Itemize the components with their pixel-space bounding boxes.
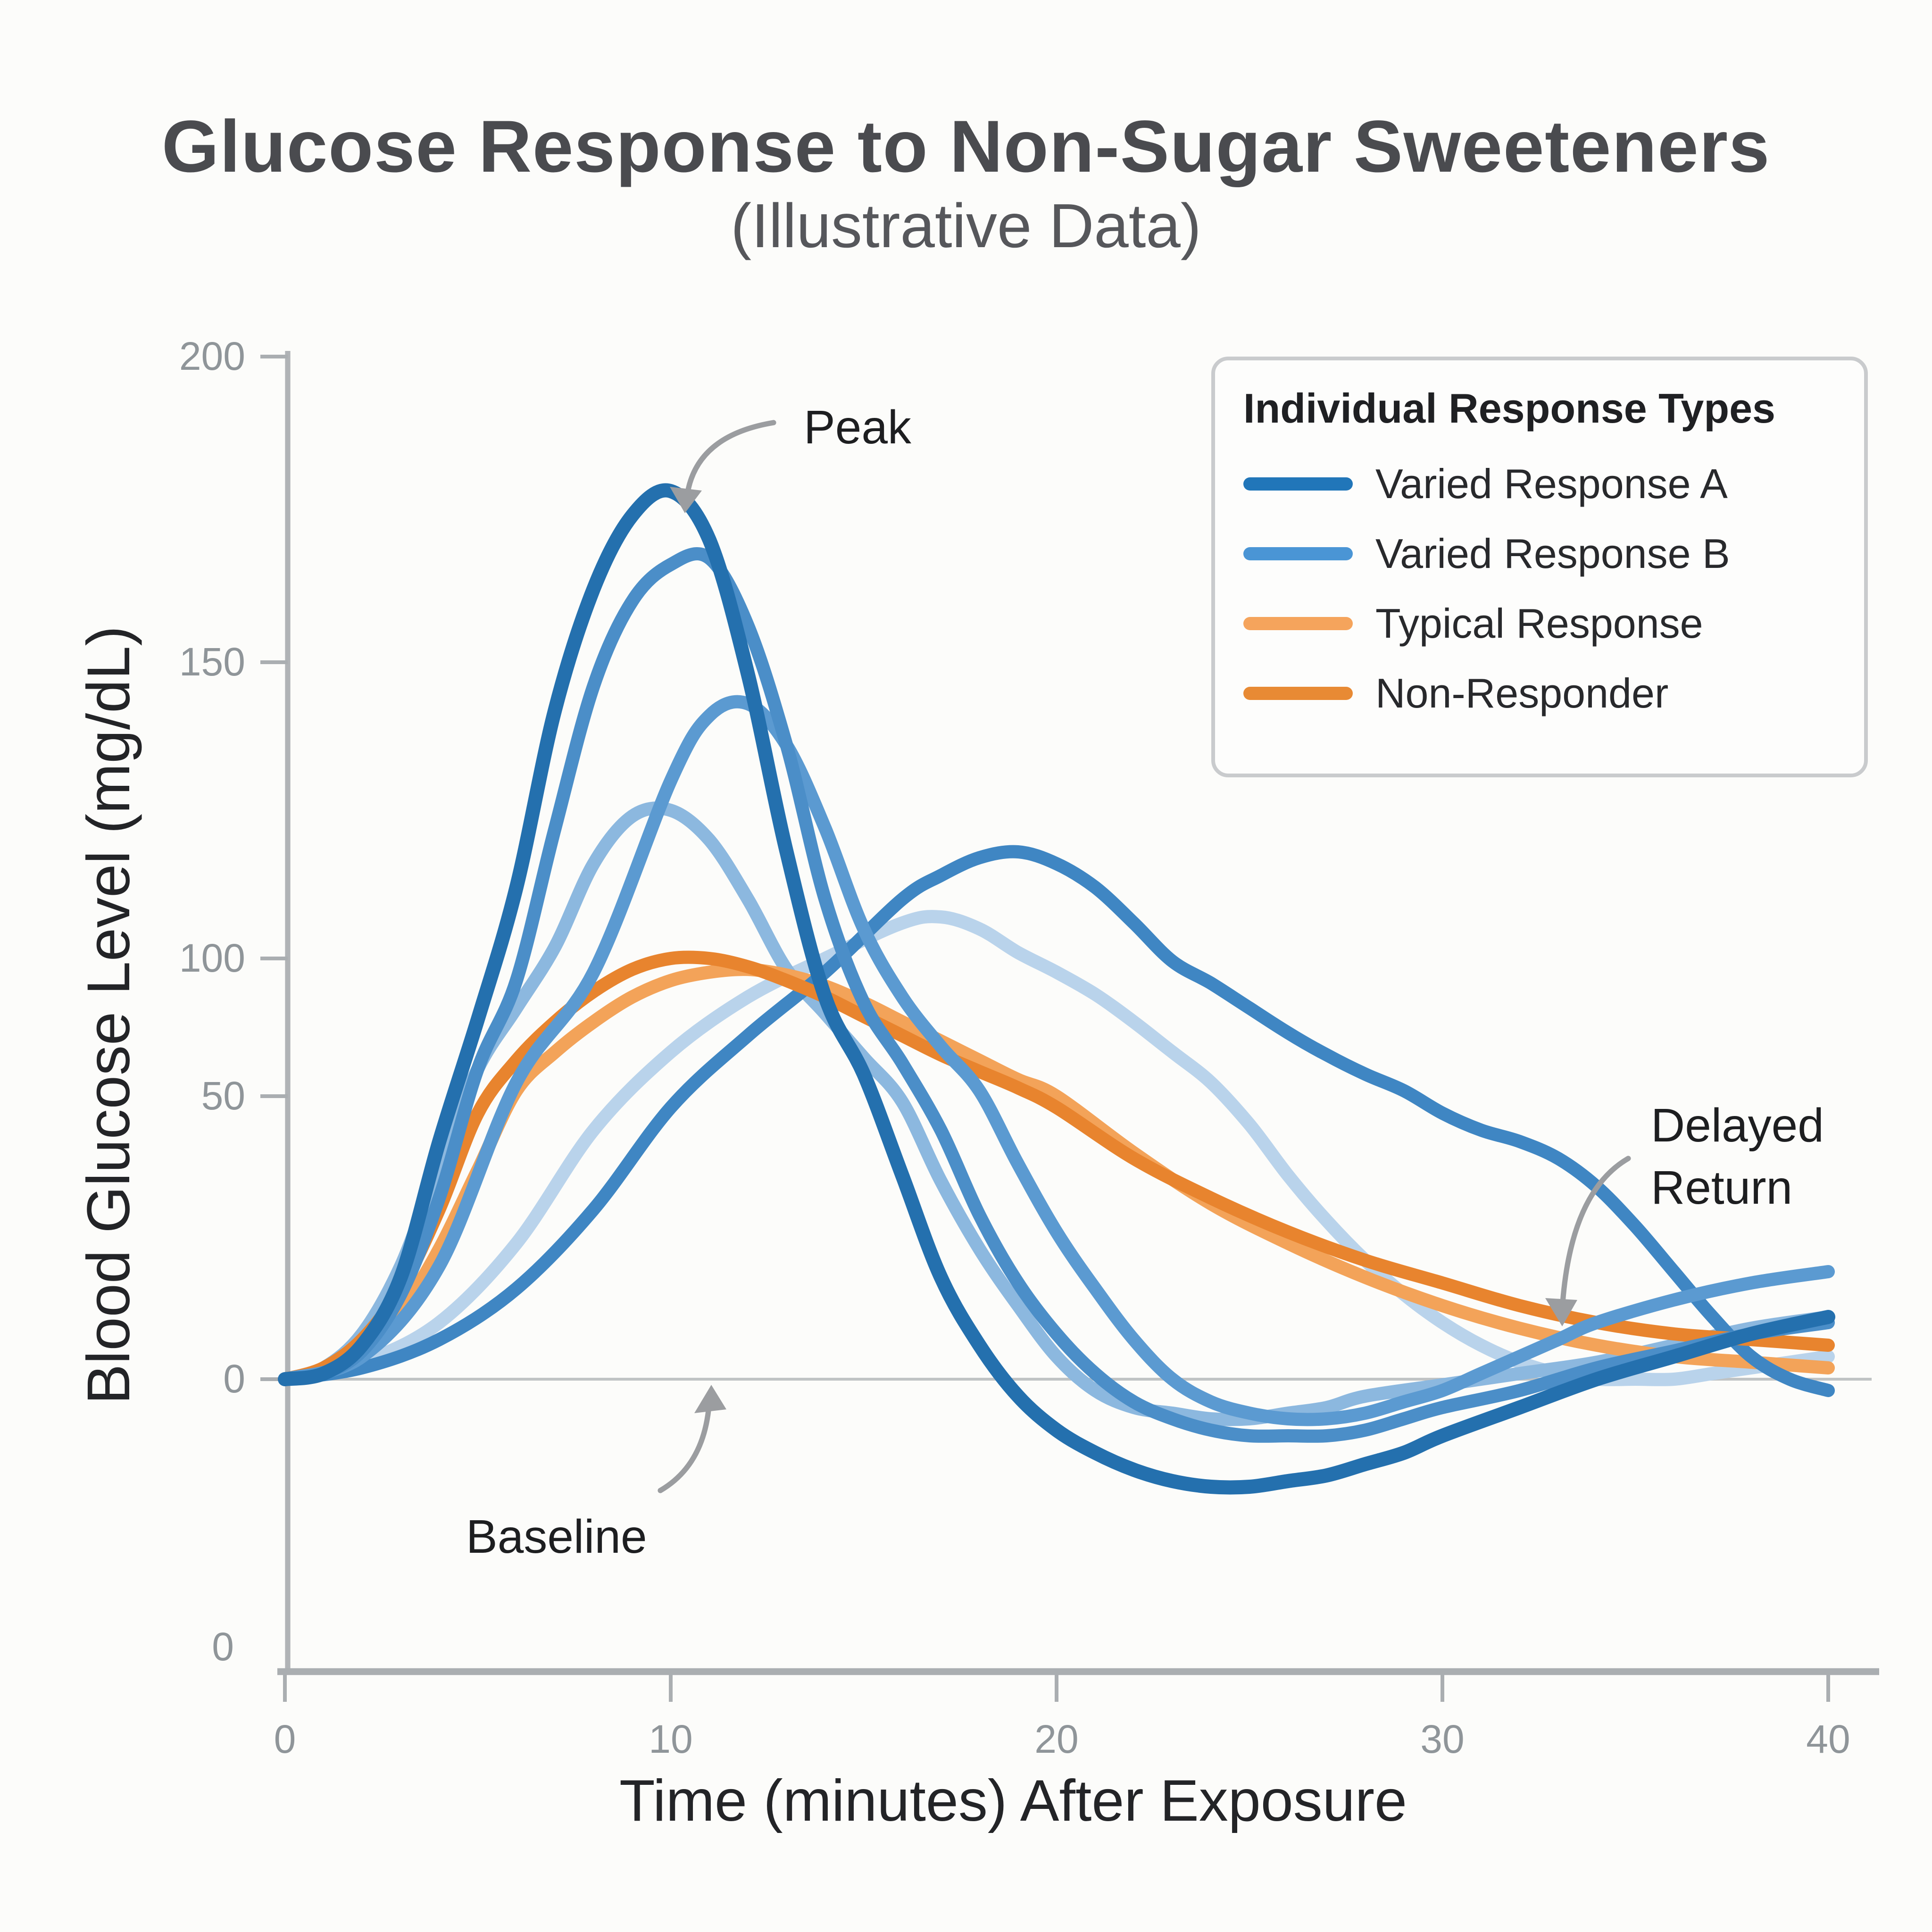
y-axis-title: Blood Glucose Level (mg/dL) [75, 625, 142, 1405]
legend-label: Typical Response [1375, 599, 1703, 646]
x-tick-label: 40 [1806, 1717, 1850, 1761]
legend-item-non-responder: Non-Responder [1243, 658, 1864, 728]
varied-response-a-swatch [1243, 477, 1353, 491]
non-responder-swatch [1243, 687, 1353, 700]
legend-title: Individual Response Types [1243, 385, 1775, 432]
legend-box: Individual Response Types Varied Respons… [1211, 357, 1868, 777]
legend-label: Non-Responder [1375, 669, 1669, 716]
series-line-varied-response-b-medium-curve [278, 695, 1835, 1426]
typical-response-swatch [1243, 617, 1353, 630]
series-line-non-responder-curve [278, 950, 1835, 1386]
x-tick-label: 20 [1034, 1717, 1078, 1761]
peak-annotation-label: Peak [804, 402, 911, 455]
legend-item-typical: Typical Response [1243, 589, 1864, 658]
y-tick-label: 200 [179, 334, 245, 378]
x-tick-label: 0 [274, 1717, 296, 1761]
baseline-arrow [658, 1397, 712, 1493]
x-axis-title: Time (minutes) After Exposure [619, 1768, 1407, 1834]
series-line-varied-response-a-second-curve [278, 547, 1835, 1443]
varied-response-b-swatch [1243, 547, 1353, 560]
baseline-annotation-label: Baseline [466, 1511, 647, 1564]
legend-item-varied-a: Varied Response A [1243, 449, 1864, 519]
y-tick-label: 150 [179, 640, 245, 684]
peak-arrow [684, 420, 776, 501]
y-tick-label: 0 [223, 1357, 245, 1401]
chart-subtitle: (Illustrative Data) [731, 191, 1201, 260]
baseline-arrow-head [694, 1385, 726, 1413]
y-tick-label: 50 [201, 1074, 245, 1118]
peak-arrow-head [670, 487, 702, 513]
chart-title: Glucose Response to Non-Sugar Sweeteners [161, 108, 1771, 189]
x-tick-label: 10 [649, 1717, 692, 1761]
delayed-return-annotation-label: Delayed Return [1651, 1100, 1824, 1215]
legend-label: Varied Response A [1375, 459, 1728, 507]
delayed-return-arrow-head [1545, 1298, 1577, 1326]
y-axis-origin-label: 0 [212, 1626, 234, 1670]
series-line-varied-response-a-peak-curve [278, 483, 1835, 1495]
series-line-varied-response-b-delayed-return-curve [278, 845, 1835, 1397]
x-tick-label: 30 [1420, 1717, 1464, 1761]
delayed-return-arrow [1559, 1156, 1631, 1312]
legend-label: Varied Response B [1375, 529, 1730, 576]
legend-item-varied-b: Varied Response B [1243, 519, 1864, 589]
y-tick-label: 100 [179, 936, 245, 980]
